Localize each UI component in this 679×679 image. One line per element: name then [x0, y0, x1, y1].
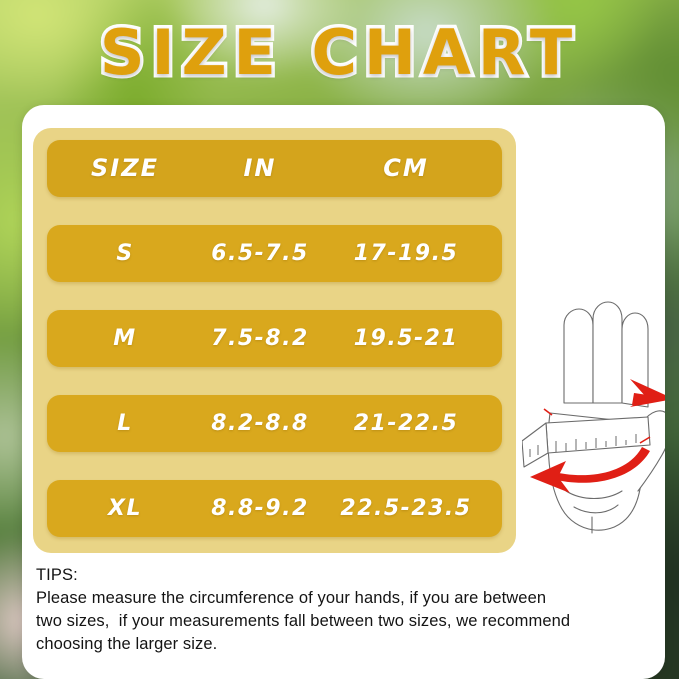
- cell-size: S: [116, 241, 134, 266]
- content-card: SIZE IN CM S 6.5-7.5 17-19.5 M 7.5-8.2 1…: [22, 105, 665, 679]
- column-header-cm: CM: [383, 154, 429, 182]
- table-row: L 8.2-8.8 21-22.5: [47, 395, 502, 452]
- tips-block: TIPS: Please measure the circumference o…: [36, 564, 656, 656]
- cell-cm: 17-19.5: [353, 241, 459, 266]
- cell-size: XL: [108, 496, 142, 521]
- column-header-in: IN: [243, 154, 277, 182]
- column-header-size: SIZE: [90, 154, 159, 182]
- cell-size: M: [113, 326, 137, 351]
- cell-in: 8.2-8.8: [211, 411, 309, 436]
- table-header-row: SIZE IN CM: [47, 140, 502, 197]
- tips-label: TIPS:: [36, 566, 78, 584]
- size-table: SIZE IN CM S 6.5-7.5 17-19.5 M 7.5-8.2 1…: [33, 128, 516, 553]
- tips-body: Please measure the circumference of your…: [36, 589, 571, 653]
- hand-measurement-diagram: [522, 295, 665, 545]
- page-title: SIZE CHART: [96, 14, 580, 91]
- table-row: S 6.5-7.5 17-19.5: [47, 225, 502, 282]
- cell-in: 8.8-9.2: [211, 496, 309, 521]
- cell-in: 6.5-7.5: [211, 241, 309, 266]
- table-row: XL 8.8-9.2 22.5-23.5: [47, 480, 502, 537]
- cell-in: 7.5-8.2: [211, 326, 309, 351]
- cell-cm: 19.5-21: [353, 326, 459, 351]
- table-row: M 7.5-8.2 19.5-21: [47, 310, 502, 367]
- cell-cm: 21-22.5: [353, 411, 459, 436]
- cell-cm: 22.5-23.5: [340, 496, 472, 521]
- cell-size: L: [117, 411, 133, 436]
